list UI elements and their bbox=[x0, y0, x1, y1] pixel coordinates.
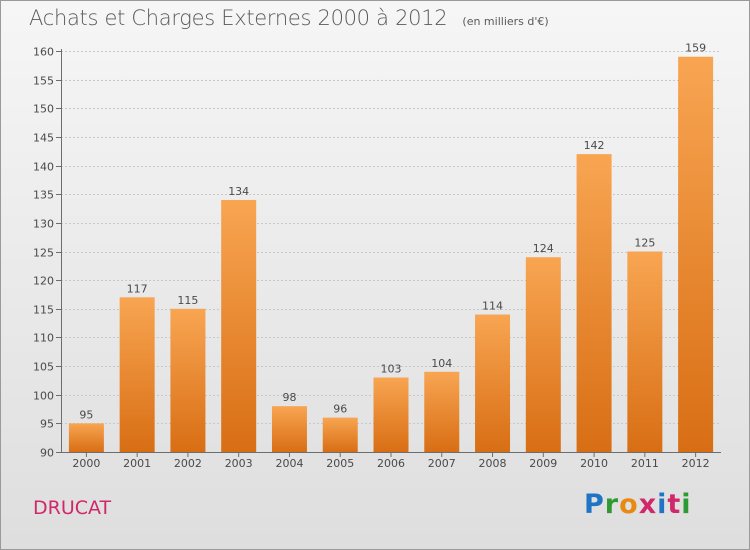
data-label: 134 bbox=[228, 185, 249, 198]
x-tick-label: 2004 bbox=[275, 457, 303, 470]
data-label: 124 bbox=[533, 242, 554, 255]
logo-letter: i bbox=[681, 489, 692, 520]
x-tick-label: 2002 bbox=[174, 457, 202, 470]
logo-letter: t bbox=[667, 489, 682, 520]
y-tick-label: 130 bbox=[33, 218, 54, 231]
y-tick-label: 105 bbox=[33, 361, 54, 374]
x-tick-label: 2011 bbox=[631, 457, 659, 470]
y-tick-label: 150 bbox=[33, 103, 54, 116]
data-label: 115 bbox=[177, 294, 198, 307]
unit-note: (en milliers d'€) bbox=[462, 15, 549, 28]
data-label: 104 bbox=[431, 357, 452, 370]
x-tick-label: 2012 bbox=[682, 457, 710, 470]
x-tick-label: 2006 bbox=[377, 457, 405, 470]
chart-title: Achats et Charges Externes 2000 à 2012 bbox=[29, 6, 448, 30]
title-row: Achats et Charges Externes 2000 à 2012 (… bbox=[29, 6, 549, 30]
bar bbox=[170, 308, 206, 452]
axes: 90 95 100 105 110 115 120 125 130 135 140 145 150 155… bbox=[33, 46, 721, 470]
y-tick-label: 115 bbox=[33, 304, 54, 317]
y-tick-label: 100 bbox=[33, 390, 54, 403]
data-label: 114 bbox=[482, 300, 503, 313]
x-tick-label: 2010 bbox=[580, 457, 608, 470]
bars bbox=[68, 56, 714, 452]
bar bbox=[627, 251, 663, 452]
y-tick-label: 110 bbox=[33, 332, 54, 345]
bar bbox=[68, 423, 104, 452]
bar bbox=[576, 154, 612, 452]
y-tick-label: 160 bbox=[33, 46, 54, 59]
x-tick-label: 2009 bbox=[529, 457, 557, 470]
data-label: 125 bbox=[634, 237, 655, 250]
y-tick-label: 145 bbox=[33, 132, 54, 145]
data-label: 117 bbox=[127, 282, 148, 295]
data-label: 98 bbox=[282, 391, 296, 404]
logo-letter: i bbox=[657, 489, 668, 520]
bar bbox=[322, 417, 358, 452]
logo-letter: o bbox=[619, 489, 639, 520]
y-tick-label: 155 bbox=[33, 75, 54, 88]
x-tick-label: 2005 bbox=[326, 457, 354, 470]
bar bbox=[424, 371, 460, 452]
commune-name: DRUCAT bbox=[33, 497, 112, 519]
data-label: 159 bbox=[685, 42, 706, 55]
y-tick-label: 135 bbox=[33, 189, 54, 202]
data-labels: 95 117 115 134 98 96 103 104 114 124 142 125 159 bbox=[79, 42, 706, 422]
bar bbox=[678, 56, 714, 452]
bar bbox=[119, 297, 155, 452]
bar bbox=[221, 199, 257, 452]
data-label: 142 bbox=[584, 139, 605, 152]
bar bbox=[475, 314, 511, 452]
x-tick-label: 2008 bbox=[479, 457, 507, 470]
x-tick-label: 2000 bbox=[72, 457, 100, 470]
data-label: 103 bbox=[381, 363, 402, 376]
x-tick-label: 2003 bbox=[225, 457, 253, 470]
logo-letter: x bbox=[638, 489, 658, 520]
logo-letter: P bbox=[584, 489, 605, 520]
data-label: 96 bbox=[333, 403, 347, 416]
bar bbox=[373, 377, 409, 452]
bar bbox=[525, 257, 561, 452]
logo-letter: r bbox=[604, 489, 620, 520]
x-tick-label: 2001 bbox=[123, 457, 151, 470]
y-tick-label: 90 bbox=[40, 447, 54, 460]
data-label: 95 bbox=[79, 408, 93, 421]
y-tick-label: 140 bbox=[33, 161, 54, 174]
y-tick-label: 95 bbox=[40, 418, 54, 431]
y-tick-label: 120 bbox=[33, 275, 54, 288]
bar bbox=[271, 406, 307, 452]
x-tick-label: 2007 bbox=[428, 457, 456, 470]
y-tick-label: 125 bbox=[33, 247, 54, 260]
proxiti-logo: Proxiti bbox=[584, 489, 692, 520]
